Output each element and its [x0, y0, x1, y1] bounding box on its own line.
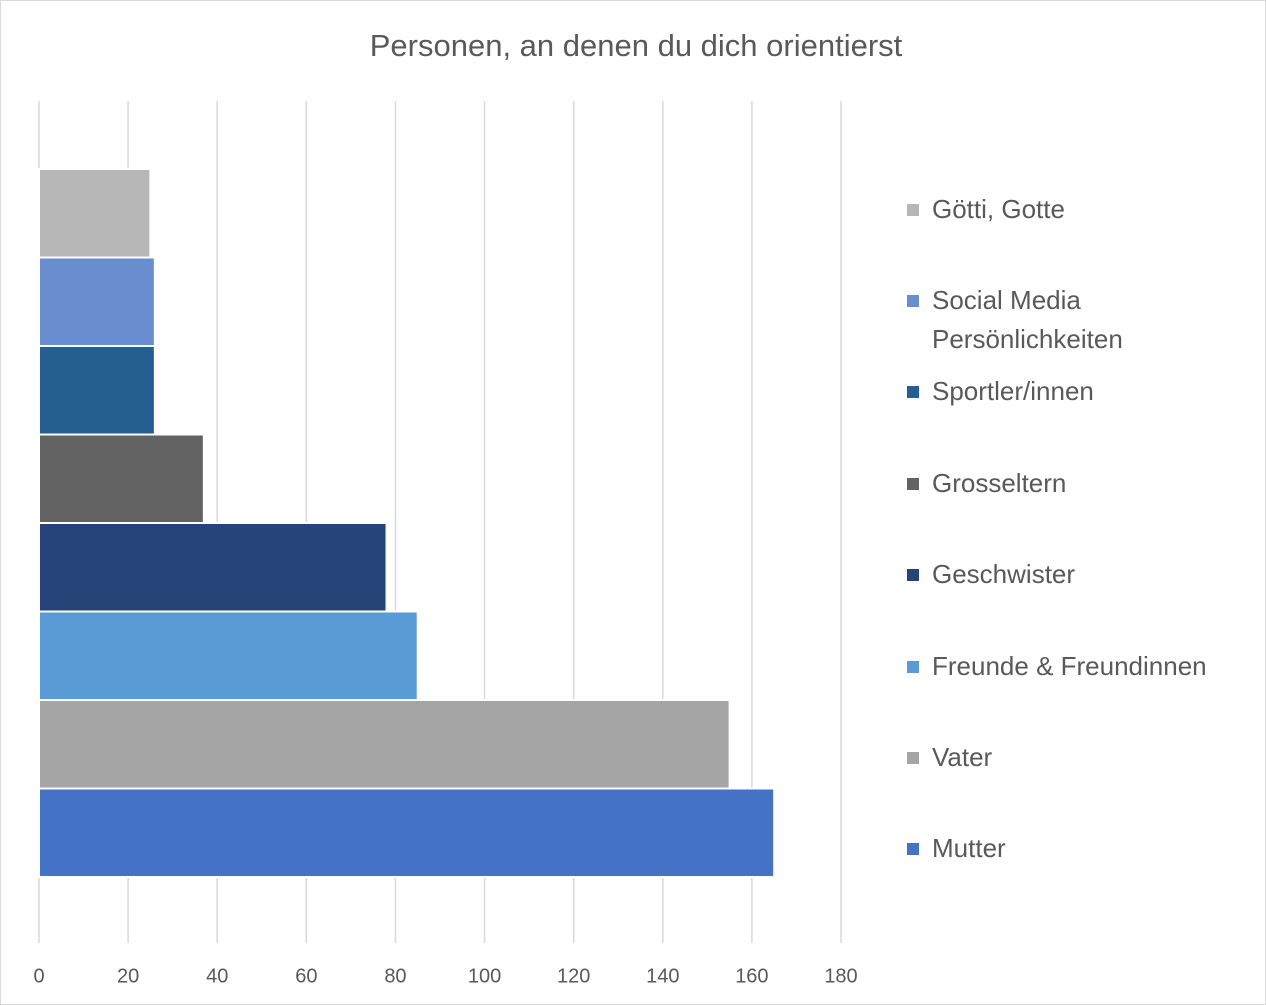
legend-item: Vater: [907, 738, 1252, 777]
bar: [38, 522, 388, 613]
legend-label: Geschwister: [932, 559, 1076, 590]
legend-label: Mutter: [932, 833, 1006, 864]
legend-label: Grosseltern: [932, 467, 1067, 498]
legend-swatch: [907, 203, 919, 216]
legend-swatch: [907, 569, 919, 582]
x-tick-label: 40: [206, 965, 228, 987]
x-tick-label: 80: [384, 965, 406, 987]
legend-swatch: [907, 386, 919, 399]
legend-swatch: [907, 751, 919, 764]
bar: [38, 787, 776, 878]
chart-title: Personen, an denen du dich orientierst: [370, 28, 903, 63]
legend-item: Götti, Gotte: [907, 190, 1252, 229]
bar: [38, 168, 152, 259]
x-tick-label: 60: [295, 965, 317, 987]
legend-item: Freunde & Freundinnen: [907, 647, 1252, 686]
legend-swatch: [907, 660, 919, 673]
x-tick-label: 180: [824, 965, 857, 987]
legend-item: Grosseltern: [907, 464, 1252, 503]
legend-item: Mutter: [907, 829, 1252, 868]
legend-item: Sportler/innen: [907, 372, 1252, 411]
bar: [38, 610, 419, 701]
bar: [38, 699, 731, 790]
legend-label: Social Media Persönlichkeiten: [932, 284, 1123, 354]
bar: [38, 345, 156, 436]
legend-item: Social Media Persönlichkeiten: [907, 281, 1252, 359]
x-tick-label: 20: [117, 965, 139, 987]
x-tick-label: 100: [468, 965, 501, 987]
x-tick-label: 120: [557, 965, 590, 987]
legend-label: Sportler/innen: [932, 376, 1094, 407]
bar: [38, 433, 205, 524]
legend-label: Götti, Gotte: [932, 193, 1065, 224]
legend-label: Freunde & Freundinnen: [932, 650, 1207, 681]
legend-label: Vater: [932, 741, 993, 772]
x-tick-label: 140: [646, 965, 679, 987]
x-tick-label: 0: [33, 965, 44, 987]
legend-swatch: [907, 843, 919, 856]
legend-swatch: [907, 477, 919, 490]
legend-swatch: [907, 294, 919, 307]
legend-item: Geschwister: [907, 555, 1252, 594]
bar: [38, 256, 156, 347]
x-tick-label: 160: [735, 965, 768, 987]
